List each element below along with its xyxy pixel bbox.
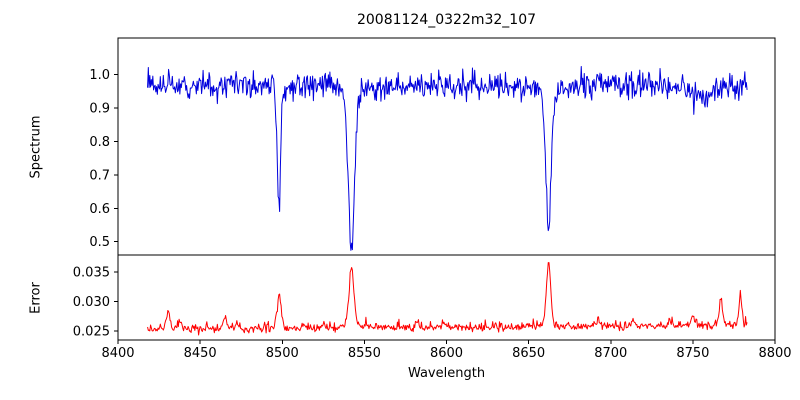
svg-text:0.8: 0.8 — [89, 135, 110, 150]
svg-text:0.025: 0.025 — [73, 325, 110, 340]
svg-text:0.9: 0.9 — [89, 102, 110, 117]
svg-text:8800: 8800 — [758, 346, 791, 361]
svg-text:8400: 8400 — [101, 346, 134, 361]
svg-text:0.030: 0.030 — [73, 295, 110, 310]
svg-text:0.7: 0.7 — [89, 168, 110, 183]
svg-text:0.6: 0.6 — [89, 202, 110, 217]
svg-text:1.0: 1.0 — [89, 68, 110, 83]
wavelength-axis-label: Wavelength — [407, 366, 486, 381]
svg-text:0.035: 0.035 — [73, 266, 110, 281]
chart-title: 20081124_0322m32_107 — [356, 12, 537, 28]
svg-text:8750: 8750 — [676, 346, 709, 361]
svg-text:8650: 8650 — [512, 346, 545, 361]
svg-text:0.5: 0.5 — [89, 235, 110, 250]
svg-text:8600: 8600 — [430, 346, 463, 361]
svg-text:8550: 8550 — [348, 346, 381, 361]
svg-text:8450: 8450 — [184, 346, 217, 361]
svg-text:8500: 8500 — [266, 346, 299, 361]
svg-text:8700: 8700 — [594, 346, 627, 361]
